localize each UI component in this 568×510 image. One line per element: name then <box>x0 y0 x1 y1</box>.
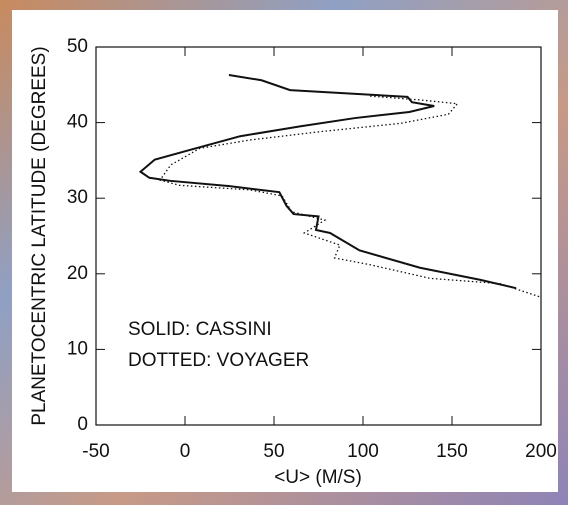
x-tick-label: -50 <box>82 441 109 462</box>
plot-panel <box>12 10 558 492</box>
plot-frame <box>95 46 542 426</box>
y-tick-label: 30 <box>67 187 88 208</box>
y-tick-label: 20 <box>67 263 88 284</box>
y-tick-label: 40 <box>67 112 88 133</box>
legend-label: DOTTED: VOYAGER <box>128 350 309 371</box>
x-axis-label: <U> (M/S) <box>274 467 362 488</box>
x-tick-label: 200 <box>525 441 557 462</box>
x-tick-label: 100 <box>347 441 379 462</box>
y-tick-label: 50 <box>67 36 88 57</box>
x-tick-label: 0 <box>180 441 191 462</box>
x-tick-label: 50 <box>263 441 284 462</box>
x-tick-label: 150 <box>436 441 468 462</box>
legend-label: SOLID: CASSINI <box>128 319 272 340</box>
line-series <box>138 73 517 290</box>
y-tick-label: 0 <box>77 414 88 435</box>
y-axis-label: PLANETOCENTRIC LATITUDE (DEGREES) <box>29 46 50 425</box>
y-tick-label: 10 <box>67 338 88 359</box>
